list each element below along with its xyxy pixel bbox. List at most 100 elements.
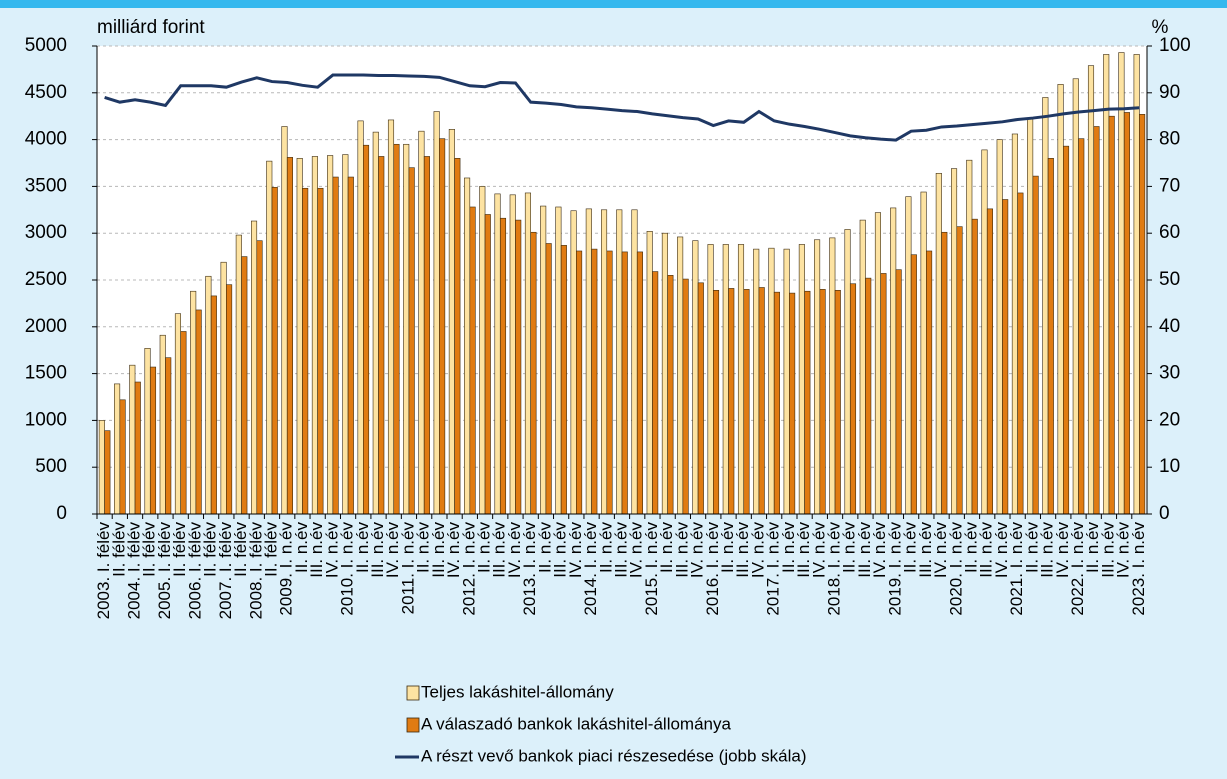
x-tick-label: II. n.év: [779, 522, 798, 574]
bar: [849, 283, 857, 515]
bar: [454, 158, 461, 515]
bar: [1047, 158, 1054, 515]
x-tick-label: 2006. I. félév: [185, 522, 204, 620]
y2-tick-label: 10: [1159, 456, 1180, 477]
bar: [524, 192, 531, 515]
bar: [753, 248, 760, 515]
bar: [271, 187, 278, 515]
bar: [905, 196, 912, 515]
x-tick-label: 2012. I. n.év: [459, 522, 478, 616]
y2-axis-title: %: [1152, 17, 1169, 38]
bar: [327, 155, 334, 515]
x-tick-label: IV. n.év: [1114, 522, 1133, 579]
bar: [814, 239, 821, 515]
bar: [798, 244, 805, 515]
y-tick-label: 4000: [25, 129, 67, 150]
bar: [697, 282, 704, 515]
x-tick-label: II. n.év: [353, 522, 372, 574]
x-tick-label: III. n.év: [551, 522, 570, 578]
y2-tick-label: 80: [1159, 129, 1180, 150]
bar: [210, 295, 217, 515]
bar: [149, 366, 157, 515]
y2-tick-label: 20: [1159, 409, 1180, 430]
bar: [737, 244, 745, 515]
x-tick-label: IV. n.év: [809, 522, 828, 579]
bar: [1103, 54, 1110, 515]
bar: [677, 236, 684, 515]
line: [104, 73, 1140, 142]
bar: [378, 156, 385, 515]
bar: [910, 254, 917, 515]
x-tick-label: 2003. I. félév: [94, 522, 113, 620]
bar: [819, 289, 826, 515]
y2-tick-label: 0: [1159, 503, 1170, 524]
x-tick-label: II. félév: [170, 522, 189, 577]
x-tick-label: 2014. I. n.év: [581, 522, 600, 616]
x-tick-label: II. félév: [109, 522, 128, 577]
bar: [971, 218, 978, 515]
y-tick-label: 2000: [25, 316, 67, 337]
bar: [859, 219, 866, 515]
x-tick-label: II. n.év: [1022, 522, 1041, 574]
bar: [804, 290, 811, 515]
bar: [576, 250, 583, 515]
bar: [758, 287, 765, 515]
bar: [1063, 145, 1070, 515]
bar: [104, 430, 111, 515]
x-tick-label: IV. n.év: [992, 522, 1011, 579]
x-tick-label: IV. n.év: [748, 522, 767, 579]
y-tick-label: 4500: [25, 82, 67, 103]
bar: [1042, 97, 1049, 515]
bar: [332, 176, 339, 515]
bar: [966, 159, 973, 515]
x-tick-label: IV. n.év: [931, 522, 950, 579]
y2-tick-label: 50: [1159, 269, 1180, 290]
bar: [296, 158, 303, 515]
x-tick-label: 2007. I. félév: [216, 522, 235, 620]
x-tick-label: IV. n.év: [566, 522, 585, 579]
bar: [935, 172, 942, 515]
bar: [865, 277, 872, 515]
x-tick-label: III. n.év: [490, 522, 509, 578]
bar: [1123, 112, 1130, 515]
x-tick-label: 2023. I. n.év: [1129, 522, 1148, 616]
bar: [286, 157, 293, 515]
bar: [387, 119, 395, 515]
x-tick-label: II. félév: [261, 522, 280, 577]
bar: [1017, 192, 1024, 515]
x-tick-label: II. n.év: [961, 522, 980, 574]
bar: [393, 143, 400, 515]
y-tick-label: 1000: [25, 409, 67, 430]
bar: [1078, 138, 1085, 515]
bar: [342, 154, 349, 515]
legend-label: A részt vevő bankok piaci részesedése (j…: [421, 746, 807, 765]
bar: [555, 206, 562, 515]
bar: [707, 244, 714, 515]
bar: [347, 176, 354, 515]
bar: [560, 245, 567, 515]
bar: [509, 194, 516, 515]
bar: [773, 291, 780, 515]
y-tick-label: 2500: [25, 269, 67, 290]
x-tick-label: III. n.év: [1038, 522, 1057, 578]
bar: [636, 251, 643, 515]
bar: [134, 381, 141, 515]
x-tick-label: II. n.év: [535, 522, 554, 574]
x-tick-label: III. n.év: [307, 522, 326, 578]
bar: [1011, 133, 1018, 515]
x-tick-label: III. n.év: [916, 522, 935, 578]
x-tick-label: III. n.év: [672, 522, 691, 578]
x-tick-label: II. n.év: [657, 522, 676, 574]
bar: [661, 232, 668, 515]
legend-label: Teljes lakáshitel-állomány: [421, 682, 614, 701]
bar: [220, 261, 227, 515]
x-tick-label: III. n.év: [977, 522, 996, 578]
bar: [646, 231, 653, 515]
bar: [895, 269, 902, 515]
bar: [281, 126, 288, 515]
bar: [418, 130, 425, 515]
bar: [241, 256, 248, 515]
x-tick-label: III. n.év: [429, 522, 448, 578]
x-tick-label: II. félév: [231, 522, 250, 577]
